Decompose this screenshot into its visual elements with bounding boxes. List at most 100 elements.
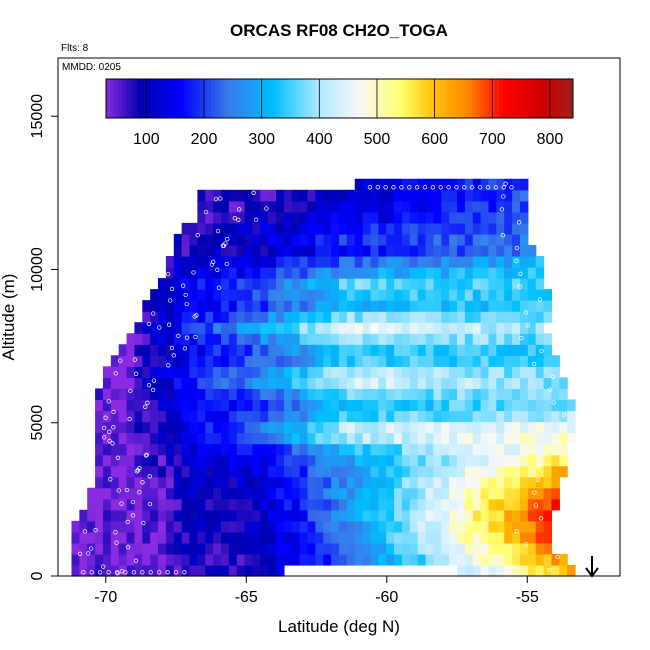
heatmap-cell	[252, 222, 261, 235]
heatmap-cell	[519, 222, 529, 235]
heatmap-cell	[283, 487, 293, 500]
heatmap-cell	[425, 465, 435, 478]
heatmap-cell	[315, 267, 324, 279]
heatmap-cell	[394, 344, 403, 356]
heatmap-cell	[95, 421, 104, 434]
heatmap-cell	[401, 289, 411, 301]
heatmap-cell	[339, 399, 348, 412]
heatmap-cell	[331, 487, 340, 500]
heatmap-cell	[118, 421, 128, 434]
heatmap-cell	[110, 399, 120, 412]
heatmap-cell	[417, 366, 427, 378]
heatmap-cell	[496, 267, 505, 279]
heatmap-cell	[488, 200, 497, 213]
heatmap-cell	[464, 344, 474, 356]
heatmap-cell	[339, 366, 348, 378]
sample-point	[165, 570, 170, 575]
colorbar-swatch	[417, 79, 422, 118]
heatmap-cell	[464, 300, 474, 312]
heatmap-cell	[283, 344, 293, 356]
heatmap-cell	[433, 377, 442, 390]
heatmap-cell	[189, 222, 198, 235]
heatmap-cell	[488, 189, 497, 202]
heatmap-cell	[244, 244, 254, 257]
heatmap-cell	[260, 410, 269, 423]
heatmap-cell	[276, 289, 285, 301]
heatmap-cell	[354, 476, 364, 489]
colorbar-tick-label: 500	[364, 131, 391, 148]
heatmap-cell	[472, 355, 482, 367]
heatmap-cell	[425, 366, 435, 378]
heatmap-cell	[118, 487, 128, 500]
heatmap-cell	[158, 333, 167, 345]
heatmap-cell	[220, 289, 230, 301]
heatmap-cell	[110, 465, 120, 478]
heatmap-cell	[228, 344, 238, 356]
heatmap-cell	[299, 465, 309, 478]
heatmap-cell	[362, 454, 372, 467]
heatmap-cell	[354, 344, 364, 356]
heatmap-cell	[268, 344, 277, 356]
heatmap-cell	[220, 377, 230, 390]
colorbar-tick-label: 400	[306, 131, 333, 148]
heatmap-cell	[331, 476, 340, 489]
heatmap-cell	[457, 366, 466, 378]
heatmap-cell	[409, 388, 419, 401]
heatmap-cell	[480, 200, 490, 213]
heatmap-cell	[307, 377, 316, 390]
heatmap-cell	[354, 322, 364, 334]
heatmap-cell	[339, 509, 348, 522]
heatmap-cell	[252, 465, 261, 478]
heatmap-cell	[480, 476, 490, 489]
heatmap-cell	[244, 509, 254, 522]
heatmap-cell	[339, 333, 348, 345]
heatmap-cell	[346, 256, 356, 268]
heatmap-cell	[244, 189, 254, 202]
heatmap-cell	[283, 498, 293, 511]
heatmap-cell	[307, 189, 316, 202]
heatmap-cell	[346, 410, 356, 423]
heatmap-cell	[370, 432, 379, 445]
heatmap-cell	[189, 233, 198, 246]
sample-point	[171, 353, 176, 358]
sample-point	[141, 520, 146, 526]
heatmap-cell	[252, 454, 261, 467]
heatmap-cell	[236, 465, 246, 478]
heatmap-cell	[512, 421, 521, 434]
heatmap-cell	[228, 289, 238, 301]
heatmap-cell	[150, 443, 159, 456]
heatmap-cell	[331, 211, 340, 224]
colorbar-swatch	[335, 79, 340, 118]
heatmap-cell	[173, 233, 183, 246]
sample-point	[151, 311, 156, 316]
heatmap-cell	[315, 509, 324, 522]
heatmap-cell	[409, 553, 419, 566]
heatmap-cell	[425, 531, 435, 544]
heatmap-cell	[213, 531, 222, 544]
heatmap-cell	[142, 410, 151, 423]
heatmap-cell	[362, 432, 372, 445]
heatmap-cell	[236, 542, 246, 555]
heatmap-cell	[346, 289, 356, 301]
heatmap-cell	[220, 355, 230, 367]
colorbar-swatch	[483, 79, 488, 118]
heatmap-cell	[488, 498, 497, 511]
heatmap-cell	[220, 531, 230, 544]
heatmap-cell	[283, 454, 293, 467]
heatmap-cell	[220, 454, 230, 467]
heatmap-cell	[236, 531, 246, 544]
heatmap-cell	[102, 366, 112, 378]
heatmap-cell	[158, 465, 167, 478]
sample-point	[128, 388, 133, 394]
heatmap-cell	[205, 344, 214, 356]
heatmap-cell	[173, 300, 183, 312]
heatmap-cell	[110, 355, 120, 367]
heatmap-cell	[441, 531, 450, 544]
heatmap-cell	[441, 443, 450, 456]
sample-point	[500, 233, 506, 238]
heatmap-cell	[220, 421, 230, 434]
heatmap-cell	[346, 465, 356, 478]
heatmap-cell	[543, 289, 553, 301]
heatmap-cell	[165, 509, 175, 522]
heatmap-cell	[401, 278, 411, 290]
